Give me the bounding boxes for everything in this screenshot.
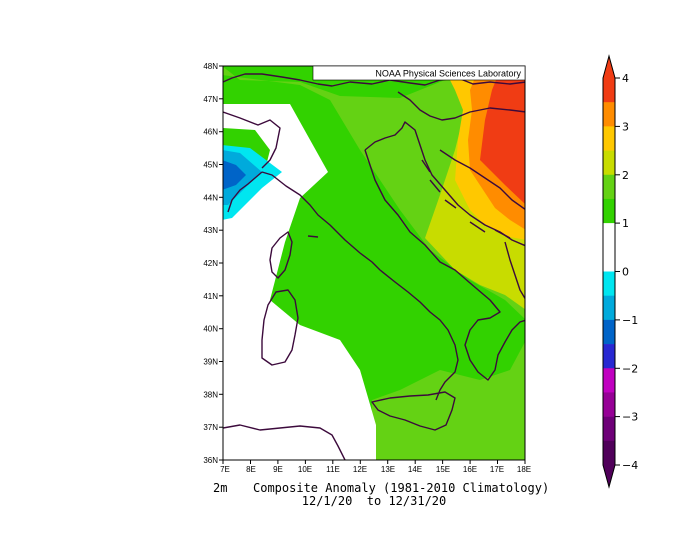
lon-label: 12E [353, 465, 367, 474]
lat-label: 36N [203, 456, 218, 465]
colorbar-segment [603, 368, 615, 393]
lon-label: 10E [298, 465, 312, 474]
italy-west-coast [261, 171, 459, 401]
field-white-west [223, 104, 376, 460]
colorbar-segment [603, 416, 615, 442]
caption-title: Composite Anomaly (1981-2010 Climatology… [253, 481, 549, 495]
colorbar-segment [603, 319, 615, 345]
lat-label: 38N [203, 390, 218, 399]
colorbar-tick-label: 2 [622, 169, 629, 182]
lon-label: 15E [436, 465, 450, 474]
colorbar-segment [603, 102, 615, 127]
slovenia-border [397, 91, 525, 121]
swiss-french-border [223, 111, 281, 169]
lat-label: 37N [203, 423, 218, 432]
croatia-bosnia-border [439, 149, 525, 211]
colorbar-segment [603, 295, 615, 321]
lat-axis: 48N 47N 46N 45N 44N 43N 42N 41N 40N 39N … [203, 62, 223, 465]
lon-axis: 7E 8E 9E 10E 11E 12E 13E 14E 15E 16E 17E… [220, 460, 531, 474]
colorbar-segment [603, 198, 615, 224]
colorbar-tick-label: 1 [622, 217, 629, 230]
italy-east-coast [364, 149, 525, 381]
corsica [269, 231, 293, 279]
colorbar-segment [603, 271, 615, 296]
lon-label: 18E [517, 465, 531, 474]
lon-label: 9E [273, 465, 283, 474]
lat-label: 42N [203, 259, 218, 268]
colorbar-segment [603, 78, 615, 103]
lat-label: 45N [203, 161, 218, 170]
slovenia-croatia-coast [364, 121, 525, 247]
colorbar-segment [603, 174, 615, 200]
caption-period: 12/1/20 to 12/31/20 [302, 494, 447, 508]
tunisia-coast [223, 424, 346, 460]
lon-label: 17E [490, 465, 504, 474]
lon-label: 7E [220, 465, 230, 474]
colorbar-segment [603, 247, 615, 272]
caption-variable: 2m [213, 481, 227, 495]
coastlines [223, 73, 525, 460]
colorbar: 4 3 2 1 0 −1 −2 −3 −4 [602, 54, 638, 489]
colorbar-segments [603, 56, 615, 487]
colorbar-arrow-top [603, 56, 615, 78]
lon-label: 8E [246, 465, 256, 474]
lat-label: 43N [203, 226, 218, 235]
elba-island [307, 235, 319, 238]
lon-label: 13E [381, 465, 395, 474]
colorbar-segment [603, 344, 615, 369]
sicily [371, 391, 456, 431]
lon-label: 14E [408, 465, 422, 474]
colorbar-tick-label: −2 [622, 362, 638, 375]
credit-text: NOAA Physical Sciences Laboratory [375, 69, 521, 79]
lat-label: 46N [203, 128, 218, 137]
lat-label: 41N [203, 292, 218, 301]
colorbar-tick-label: −3 [622, 411, 638, 424]
montenegro-albania-border [504, 241, 525, 300]
field-blue [223, 160, 246, 190]
anomaly-field [223, 66, 525, 460]
colorbar-tick-label: 4 [622, 72, 629, 85]
lat-label: 39N [203, 358, 218, 367]
lat-label: 48N [203, 62, 218, 71]
lat-label: 44N [203, 193, 218, 202]
sardinia [261, 289, 299, 366]
colorbar-tick-label: −1 [622, 314, 638, 327]
lat-label: 40N [203, 325, 218, 334]
alpine-border [223, 73, 525, 87]
colorbar-tick-label: 3 [622, 120, 629, 133]
lon-label: 11E [326, 465, 340, 474]
lat-label: 47N [203, 95, 218, 104]
colorbar-arrow-bottom [603, 465, 615, 487]
colorbar-segment [603, 440, 615, 466]
croatian-islands [421, 159, 511, 239]
colorbar-segment [603, 150, 615, 176]
colorbar-ticks: 4 3 2 1 0 −1 −2 −3 −4 [615, 72, 638, 472]
colorbar-segment [603, 223, 615, 248]
lon-label: 16E [463, 465, 477, 474]
colorbar-tick-label: −4 [622, 459, 638, 472]
colorbar-segment [603, 126, 615, 151]
colorbar-segment [603, 392, 615, 417]
colorbar-tick-label: 0 [622, 266, 629, 279]
ligurian-coast [227, 171, 263, 213]
field-light-green-south [372, 341, 525, 460]
credit-box [312, 65, 526, 81]
